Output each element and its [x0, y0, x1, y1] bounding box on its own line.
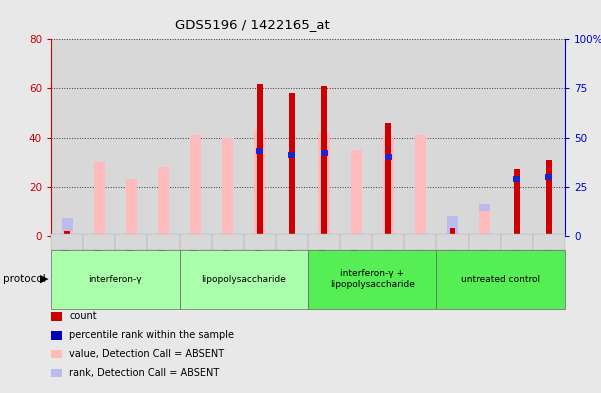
Bar [94, 162, 105, 236]
Bar [319, 132, 330, 236]
Bar [340, 39, 372, 236]
Bar [447, 216, 458, 236]
Bar [126, 183, 137, 236]
Bar [94, 175, 105, 236]
Bar [308, 39, 340, 236]
Text: interferon-γ: interferon-γ [88, 275, 142, 283]
Text: ▶: ▶ [40, 274, 49, 284]
Bar [158, 167, 169, 236]
Bar [244, 39, 276, 236]
Bar [254, 130, 266, 236]
Bar [404, 39, 436, 236]
Text: protocol: protocol [3, 274, 46, 284]
Bar [190, 135, 201, 236]
Bar [479, 211, 490, 236]
Bar [289, 93, 295, 236]
Bar [288, 152, 296, 158]
Bar [450, 228, 456, 236]
Bar [180, 39, 212, 236]
Bar [469, 39, 501, 236]
Bar [545, 174, 552, 180]
Bar [501, 39, 533, 236]
Bar [147, 39, 180, 236]
Text: interferon-γ +
lipopolysaccharide: interferon-γ + lipopolysaccharide [330, 269, 415, 289]
Bar [350, 150, 362, 236]
Bar [533, 39, 565, 236]
Bar [546, 160, 552, 236]
Bar [513, 176, 520, 182]
Bar [383, 135, 394, 236]
Bar [321, 86, 327, 236]
Bar [479, 204, 490, 236]
Bar [126, 179, 137, 236]
Bar [372, 39, 404, 236]
Bar [61, 231, 73, 236]
Bar [256, 148, 263, 154]
Bar [115, 39, 147, 236]
Bar [257, 83, 263, 236]
Bar [514, 169, 520, 236]
Bar [158, 181, 169, 236]
Bar [415, 135, 426, 236]
Bar [385, 154, 392, 160]
Bar [276, 39, 308, 236]
Bar [64, 231, 70, 236]
Bar [61, 218, 73, 236]
Text: GDS5196 / 1422165_at: GDS5196 / 1422165_at [175, 18, 330, 31]
Text: value, Detection Call = ABSENT: value, Detection Call = ABSENT [69, 349, 224, 359]
Text: percentile rank within the sample: percentile rank within the sample [69, 330, 234, 340]
Bar [436, 39, 469, 236]
Bar [320, 150, 328, 156]
Bar [212, 39, 244, 236]
Bar [222, 138, 233, 236]
Bar [385, 123, 391, 236]
Text: lipopolysaccharide: lipopolysaccharide [201, 275, 286, 283]
Text: rank, Detection Call = ABSENT: rank, Detection Call = ABSENT [69, 368, 219, 378]
Text: untreated control: untreated control [461, 275, 540, 283]
Bar [51, 39, 83, 236]
Bar [83, 39, 115, 236]
Text: count: count [69, 311, 97, 321]
